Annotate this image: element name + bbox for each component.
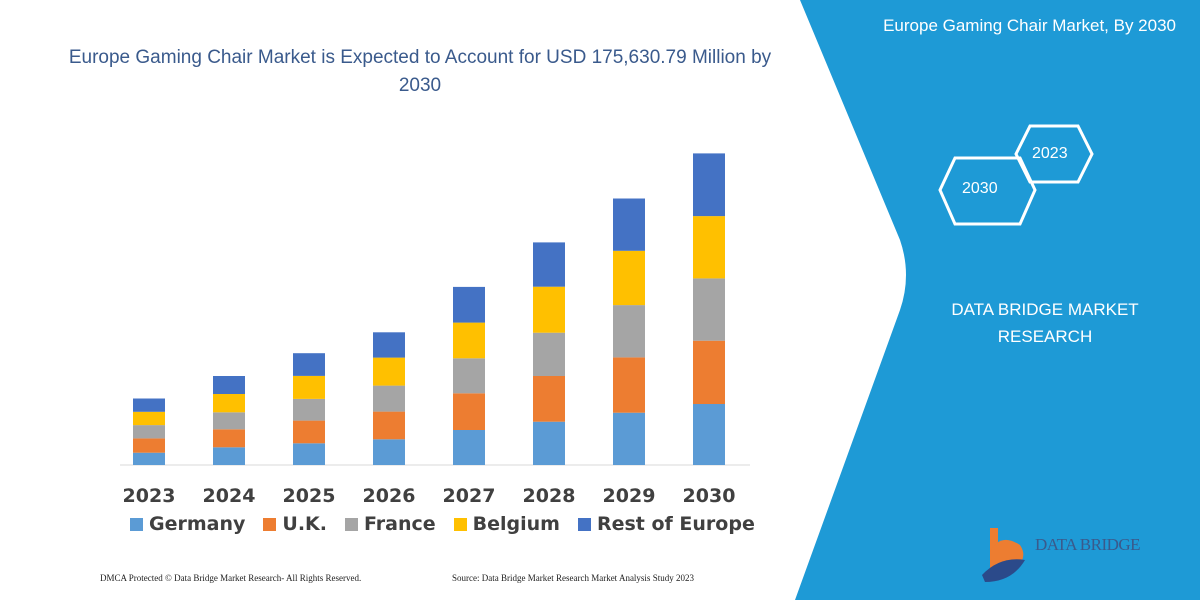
hexagon-2030-icon bbox=[938, 156, 1037, 226]
bar-2028-u-k bbox=[533, 376, 565, 422]
legend-item: Germany bbox=[130, 513, 245, 535]
bar-2026-belgium bbox=[373, 357, 405, 386]
bar-2029-france bbox=[613, 305, 645, 358]
side-panel bbox=[795, 0, 1200, 600]
legend-label: Belgium bbox=[472, 513, 560, 535]
x-tick-label: 2028 bbox=[523, 485, 576, 507]
bar-2023-rest-of-europe bbox=[133, 398, 165, 412]
bar-2024-belgium bbox=[213, 394, 245, 413]
legend-label: Germany bbox=[149, 513, 246, 535]
bar-2026-rest-of-europe bbox=[373, 332, 405, 358]
bar-2027-france bbox=[453, 358, 485, 394]
bar-2029-germany bbox=[613, 412, 645, 465]
bar-2027-germany bbox=[453, 430, 485, 465]
bar-2028-germany bbox=[533, 421, 565, 465]
legend: Germany U.K. France Belgium Rest of Europe bbox=[130, 513, 755, 535]
bar-2028-france bbox=[533, 332, 565, 376]
bar-2023-belgium bbox=[133, 411, 165, 426]
legend-swatch bbox=[577, 517, 591, 531]
bar-2025-u-k bbox=[293, 420, 325, 444]
x-tick-label: 2026 bbox=[363, 485, 416, 507]
bar-2030-germany bbox=[693, 404, 725, 465]
chart-title: Europe Gaming Chair Market is Expected t… bbox=[68, 47, 772, 96]
legend-swatch bbox=[344, 517, 358, 531]
x-tick-label: 2027 bbox=[443, 485, 496, 507]
bar-2023-u-k bbox=[133, 438, 165, 453]
x-tick-label: 2025 bbox=[283, 485, 336, 507]
bar-2030-france bbox=[693, 278, 725, 341]
x-tick-label: 2023 bbox=[123, 485, 176, 507]
bar-2029-rest-of-europe bbox=[613, 198, 645, 251]
legend-label: U.K. bbox=[282, 513, 327, 535]
bar-2028-belgium bbox=[533, 286, 565, 333]
hexagon-2023-icon bbox=[1014, 124, 1094, 184]
logo-text: DATA BRIDGE bbox=[1035, 535, 1141, 554]
x-tick-label: 2030 bbox=[683, 485, 736, 507]
bar-2025-belgium bbox=[293, 375, 325, 399]
legend-label: Rest of Europe bbox=[596, 513, 755, 535]
legend-item: France bbox=[344, 513, 436, 535]
legend-swatch bbox=[453, 517, 467, 531]
legend-item: Rest of Europe bbox=[577, 513, 755, 535]
bar-2030-rest-of-europe bbox=[693, 153, 725, 217]
legend-item: U.K. bbox=[263, 513, 327, 535]
bar-2027-belgium bbox=[453, 322, 485, 359]
source-text: Source: Data Bridge Market Research Mark… bbox=[452, 573, 694, 583]
bar-2028-rest-of-europe bbox=[533, 242, 565, 287]
bar-2025-rest-of-europe bbox=[293, 353, 325, 376]
bar-2026-france bbox=[373, 385, 405, 412]
legend-label: France bbox=[363, 513, 436, 535]
x-tick-label: 2024 bbox=[203, 485, 256, 507]
bar-2025-germany bbox=[293, 443, 325, 465]
bar-2025-france bbox=[293, 398, 325, 421]
bar-2024-germany bbox=[213, 447, 245, 465]
bar-2026-u-k bbox=[373, 411, 405, 440]
bar-2029-u-k bbox=[613, 357, 645, 413]
bar-2024-u-k bbox=[213, 429, 245, 448]
copyright-text: DMCA Protected © Data Bridge Market Rese… bbox=[100, 573, 362, 583]
bar-2027-u-k bbox=[453, 393, 485, 430]
stacked-bar-chart: 2023 2024 2025 2026 2027 2028 2029 2030 bbox=[120, 153, 750, 507]
bar-2023-france bbox=[133, 425, 165, 439]
bar-2024-rest-of-europe bbox=[213, 376, 245, 394]
hex-2030-label: 2030 bbox=[962, 180, 998, 197]
legend-item: Belgium bbox=[453, 513, 560, 535]
legend-swatch bbox=[130, 517, 143, 531]
logo-icon bbox=[982, 528, 1025, 582]
legend-swatch bbox=[263, 517, 277, 531]
brand-name: DATA BRIDGE MARKET RESEARCH bbox=[951, 300, 1139, 346]
bar-2023-germany bbox=[133, 452, 165, 465]
bar-2030-u-k bbox=[693, 340, 725, 404]
bar-2030-belgium bbox=[693, 216, 725, 279]
bar-2024-france bbox=[213, 412, 245, 430]
bar-2026-germany bbox=[373, 439, 405, 465]
side-panel-title: Europe Gaming Chair Market, By 2030 bbox=[883, 16, 1176, 35]
bar-2027-rest-of-europe bbox=[453, 286, 485, 323]
bar-2029-belgium bbox=[613, 250, 645, 306]
x-tick-label: 2029 bbox=[603, 485, 656, 507]
hex-2023-label: 2023 bbox=[1032, 145, 1068, 162]
